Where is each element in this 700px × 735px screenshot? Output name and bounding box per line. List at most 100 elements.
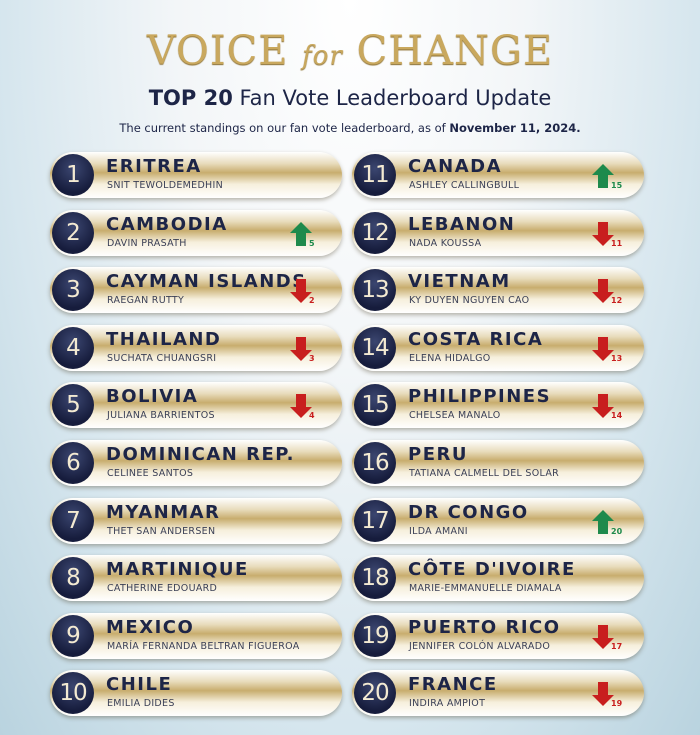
- rank-change: 14: [592, 394, 623, 421]
- arrow-down-icon: [290, 394, 312, 419]
- leaderboard-entry: 16 PERU TATIANA CALMELL DEL SOLAR: [352, 440, 644, 486]
- rank-badge: 7: [52, 499, 94, 542]
- rank-badge: 10: [52, 672, 94, 715]
- contestant-name: JULIANA BARRIENTOS: [107, 410, 215, 422]
- contestant-name: MARIE-EMMANUELLE DIAMALA: [409, 583, 562, 595]
- country-name: ERITREA: [106, 156, 202, 177]
- arrow-down-icon: [592, 279, 614, 304]
- rank-change: 19: [592, 682, 623, 709]
- leaderboard-entry: 1 ERITREA SNIT TEWOLDEMEDHIN: [50, 152, 342, 198]
- arrow-down-icon: [290, 336, 312, 361]
- rank-change: 11: [592, 221, 622, 248]
- leaderboard-entry: 4 THAILAND SUCHATA CHUANGSRI 3: [50, 324, 342, 371]
- rank-change: 20: [592, 509, 623, 536]
- contestant-name: CHELSEA MANALO: [409, 410, 501, 422]
- country-name: BOLIVIA: [106, 386, 199, 408]
- rank-change-value: 5: [309, 238, 315, 248]
- leaderboard-entry: 6 DOMINICAN REP. CELINEE SANTOS: [50, 440, 342, 486]
- contestant-name: CATHERINE EDOUARD: [107, 583, 218, 595]
- contestant-name: SNIT TEWOLDEMEDHIN: [107, 180, 224, 191]
- country-name: THAILAND: [106, 328, 222, 350]
- country-name: MARTINIQUE: [106, 559, 249, 581]
- contestant-name: ELENA HIDALGO: [409, 352, 491, 364]
- rank-badge: 17: [354, 499, 396, 542]
- rank-change: 4: [290, 394, 320, 421]
- rank-badge: 5: [52, 384, 94, 427]
- leaderboard-entry: 7 MYANMAR THET SAN ANDERSEN: [50, 497, 342, 544]
- rank-change-value: 2: [309, 296, 315, 306]
- contestant-name: EMILIA DIDES: [107, 698, 175, 710]
- rank-badge: 20: [354, 672, 396, 715]
- rank-badge: 9: [52, 614, 94, 657]
- arrow-down-icon: [592, 394, 614, 419]
- leaderboard-entry: 15 PHILIPPINES CHELSEA MANALO 14: [352, 382, 644, 429]
- rank-badge: 6: [52, 442, 94, 484]
- contestant-name: JENNIFER COLÓN ALVARADO: [409, 640, 551, 652]
- arrow-up-icon: [592, 509, 614, 534]
- rank-change: 17: [592, 624, 622, 651]
- leaderboard-entry: 3 CAYMAN ISLANDS RAEGAN RUTTY 2: [50, 267, 342, 314]
- rank-change: 2: [290, 279, 320, 306]
- leaderboard-entry: 11 CANADA ASHLEY CALLINGBULL 15: [352, 152, 644, 198]
- rank-change-value: 13: [611, 353, 623, 363]
- rank-change: 3: [290, 336, 320, 363]
- rank-badge: 11: [354, 154, 396, 196]
- arrow-up-icon: [290, 221, 312, 246]
- rank-badge: 2: [52, 211, 94, 254]
- rank-change-value: 15: [611, 181, 623, 190]
- rank-badge: 15: [354, 384, 396, 427]
- country-name: LEBANON: [408, 213, 516, 235]
- rank-badge: 8: [52, 557, 94, 600]
- rank-badge: 16: [354, 442, 396, 484]
- contestant-name: NADA KOUSSA: [409, 237, 482, 249]
- arrow-down-icon: [290, 279, 312, 304]
- country-name: DOMINICAN REP.: [106, 444, 295, 465]
- country-name: COSTA RICA: [408, 328, 544, 350]
- rank-change-value: 19: [611, 699, 623, 709]
- rank-change-value: 4: [309, 411, 315, 421]
- rank-change: 12: [592, 279, 623, 306]
- contestant-name: SUCHATA CHUANGSRI: [107, 352, 217, 364]
- leaderboard-entry: 14 COSTA RICA ELENA HIDALGO 13: [352, 324, 644, 371]
- contestant-name: ASHLEY CALLINGBULL: [409, 180, 520, 191]
- leaderboard-entry: 18 CÔTE D'IVOIRE MARIE-EMMANUELLE DIAMAL…: [352, 555, 644, 602]
- rank-badge: 3: [52, 269, 94, 312]
- country-name: FRANCE: [408, 674, 498, 696]
- logo-title: VOICE for CHANGE: [146, 28, 554, 74]
- country-name: PERU: [408, 444, 468, 465]
- description: The current standings on our fan vote le…: [119, 121, 581, 135]
- leaderboard-entry: 19 PUERTO RICO JENNIFER COLÓN ALVARADO 1…: [352, 612, 644, 659]
- country-name: MEXICO: [106, 616, 195, 638]
- country-name: CÔTE D'IVOIRE: [408, 559, 576, 581]
- country-name: PHILIPPINES: [408, 386, 552, 408]
- contestant-name: DAVIN PRASATH: [107, 237, 187, 249]
- country-name: VIETNAM: [408, 271, 511, 293]
- arrow-down-icon: [592, 682, 614, 707]
- page-title: TOP 20 Fan Vote Leaderboard Update: [148, 86, 552, 110]
- arrow-down-icon: [592, 221, 614, 246]
- rank-change-value: 12: [611, 296, 623, 306]
- contestant-name: THET SAN ANDERSEN: [107, 525, 216, 537]
- rank-badge: 14: [354, 326, 396, 369]
- rank-change-value: 14: [611, 411, 623, 421]
- country-name: CHILE: [106, 674, 173, 696]
- country-name: CANADA: [408, 156, 503, 177]
- leaderboard-entry: 5 BOLIVIA JULIANA BARRIENTOS 4: [50, 382, 342, 429]
- leaderboard-entry: 20 FRANCE INDIRA AMPIOT 19: [352, 670, 644, 717]
- contestant-name: TATIANA CALMELL DEL SOLAR: [409, 468, 560, 479]
- rank-change-value: 20: [611, 526, 623, 536]
- rank-change: 13: [592, 336, 623, 363]
- rank-badge: 18: [354, 557, 396, 600]
- country-name: CAMBODIA: [106, 213, 228, 235]
- contestant-name: RAEGAN RUTTY: [107, 295, 185, 307]
- contestant-name: INDIRA AMPIOT: [409, 698, 486, 710]
- contestant-name: CELINEE SANTOS: [107, 468, 194, 479]
- contestant-name: KY DUYEN NGUYEN CAO: [409, 295, 530, 307]
- rank-badge: 19: [354, 614, 396, 657]
- contestant-name: MARÍA FERNANDA BELTRAN FIGUEROA: [107, 640, 300, 652]
- arrow-up-icon: [592, 164, 614, 188]
- rank-change-value: 3: [309, 353, 315, 363]
- arrow-down-icon: [592, 624, 614, 649]
- leaderboard-entry: 17 DR CONGO ILDA AMANI 20: [352, 497, 644, 544]
- rank-change: 5: [290, 221, 320, 248]
